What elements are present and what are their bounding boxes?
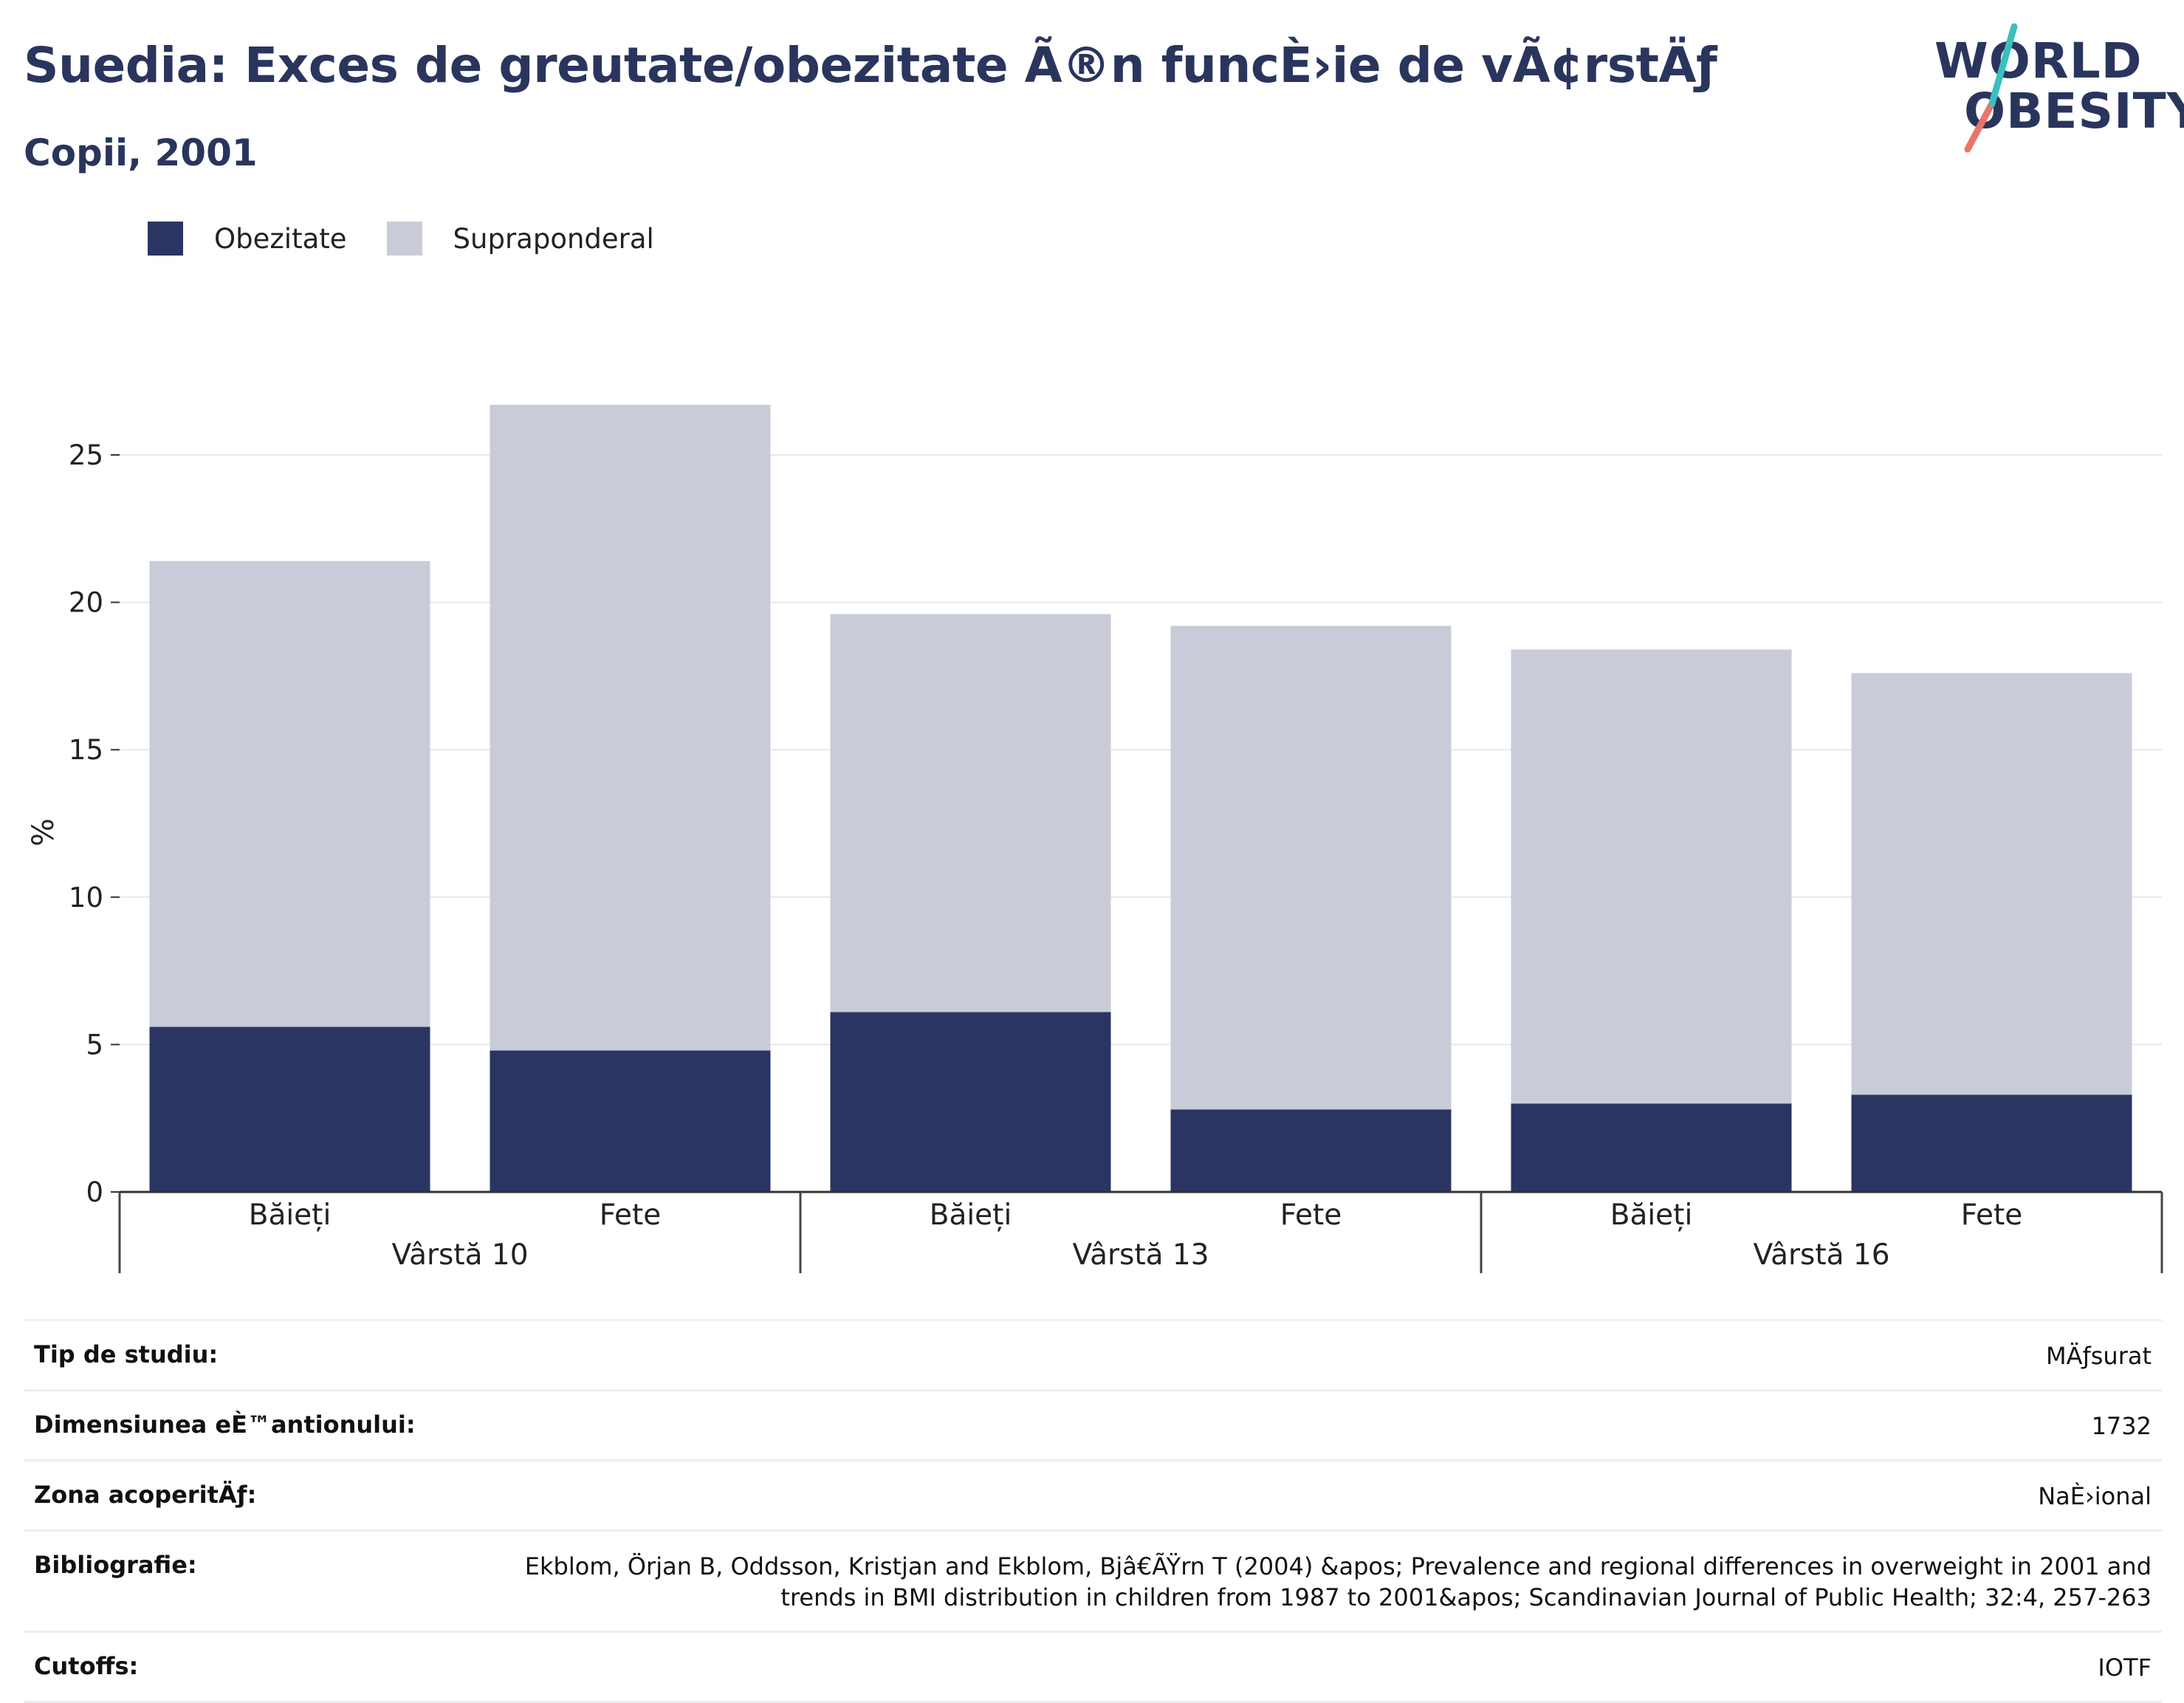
logo-word-obesity: OBESITY	[1964, 83, 2184, 140]
x-tick-label: Fete	[1280, 1199, 1342, 1232]
bar-obezitate	[1511, 1103, 1792, 1192]
legend-label-obezitate: Obezitate	[214, 222, 347, 255]
page-subtitle: Copii, 2001	[24, 131, 258, 174]
info-value: 1732	[2091, 1412, 2152, 1440]
study-info-table: Tip de studiu: MÄƒsurat Dimensiunea eÈ™ant…	[24, 1319, 2162, 1703]
world-obesity-logo: WORLD OBESITY	[1927, 22, 2184, 155]
logo-slash-icon	[1964, 23, 2018, 153]
chart-legend: Obezitate Supraponderal	[148, 222, 694, 256]
info-label: Dimensiunea eÈ™antionului:	[34, 1411, 416, 1439]
info-row: Cutoffs: IOTF	[24, 1631, 2162, 1703]
info-value: NaÈ›ional	[2038, 1482, 2152, 1510]
legend-item-supraponderal: Supraponderal	[386, 222, 654, 256]
page-title: Suedia: Exces de greutate/obezitate Ã®n …	[24, 37, 1717, 94]
info-label: Zona acoperitÄƒ:	[34, 1481, 257, 1509]
info-label: Bibliografie:	[34, 1551, 197, 1579]
y-axis-label: %	[27, 818, 61, 846]
legend-item-obezitate: Obezitate	[148, 222, 347, 256]
x-tick-label: Băieți	[1610, 1199, 1693, 1232]
bar-supraponderal	[830, 614, 1111, 1012]
logo-word-world: WORLD	[1934, 32, 2143, 89]
stacked-bar-chart: 0 5 10 15 20 25% Băieți Fete Băieți Fete Băieți Fet…	[27, 405, 2163, 1273]
bar-supraponderal	[1851, 673, 2132, 1095]
info-value: MÄƒsurat	[2045, 1342, 2152, 1370]
legend-swatch-supraponderal	[386, 222, 422, 256]
bar-obezitate	[1851, 1094, 2132, 1192]
legend-label-supraponderal: Supraponderal	[453, 222, 654, 255]
group-label: Vârstă 13	[1072, 1238, 1209, 1272]
y-tick-label: 15	[69, 734, 103, 766]
bar-obezitate	[490, 1050, 771, 1192]
info-value: IOTF	[2098, 1654, 2152, 1682]
info-row: Zona acoperitÄƒ: NaÈ›ional	[24, 1459, 2162, 1529]
y-tick-label: 20	[69, 587, 103, 619]
x-tick-label: Fete	[1961, 1199, 2023, 1232]
y-tick-label: 5	[86, 1029, 103, 1060]
x-tick-label: Băieți	[249, 1199, 332, 1232]
bar-supraponderal	[149, 561, 430, 1027]
legend-swatch-obezitate	[148, 222, 183, 256]
y-tick-label: 25	[69, 439, 103, 471]
bar-obezitate	[1170, 1109, 1452, 1192]
x-tick-label: Băieți	[930, 1199, 1012, 1232]
x-tick-label: Fete	[600, 1199, 662, 1232]
info-row: Dimensiunea eÈ™antionului: 1732	[24, 1389, 2162, 1459]
info-label: Tip de studiu:	[34, 1340, 219, 1368]
group-label: Vârstă 10	[391, 1238, 528, 1272]
bar-supraponderal	[490, 405, 771, 1051]
info-row: Bibliografie: Ekblom, Örjan B, Oddsson, K…	[24, 1529, 2162, 1631]
info-row: Tip de studiu: MÄƒsurat	[24, 1319, 2162, 1389]
y-tick-label: 10	[69, 882, 103, 914]
info-value: Ekblom, Örjan B, Oddsson, Kristjan and E…	[524, 1552, 2152, 1611]
y-tick-label: 0	[86, 1176, 103, 1208]
bar-supraponderal	[1170, 626, 1452, 1110]
bar-obezitate	[830, 1012, 1111, 1192]
bar-obezitate	[149, 1027, 430, 1192]
info-label: Cutoffs:	[34, 1652, 139, 1680]
group-label: Vârstă 16	[1753, 1238, 1889, 1272]
bar-supraponderal	[1511, 649, 1792, 1104]
